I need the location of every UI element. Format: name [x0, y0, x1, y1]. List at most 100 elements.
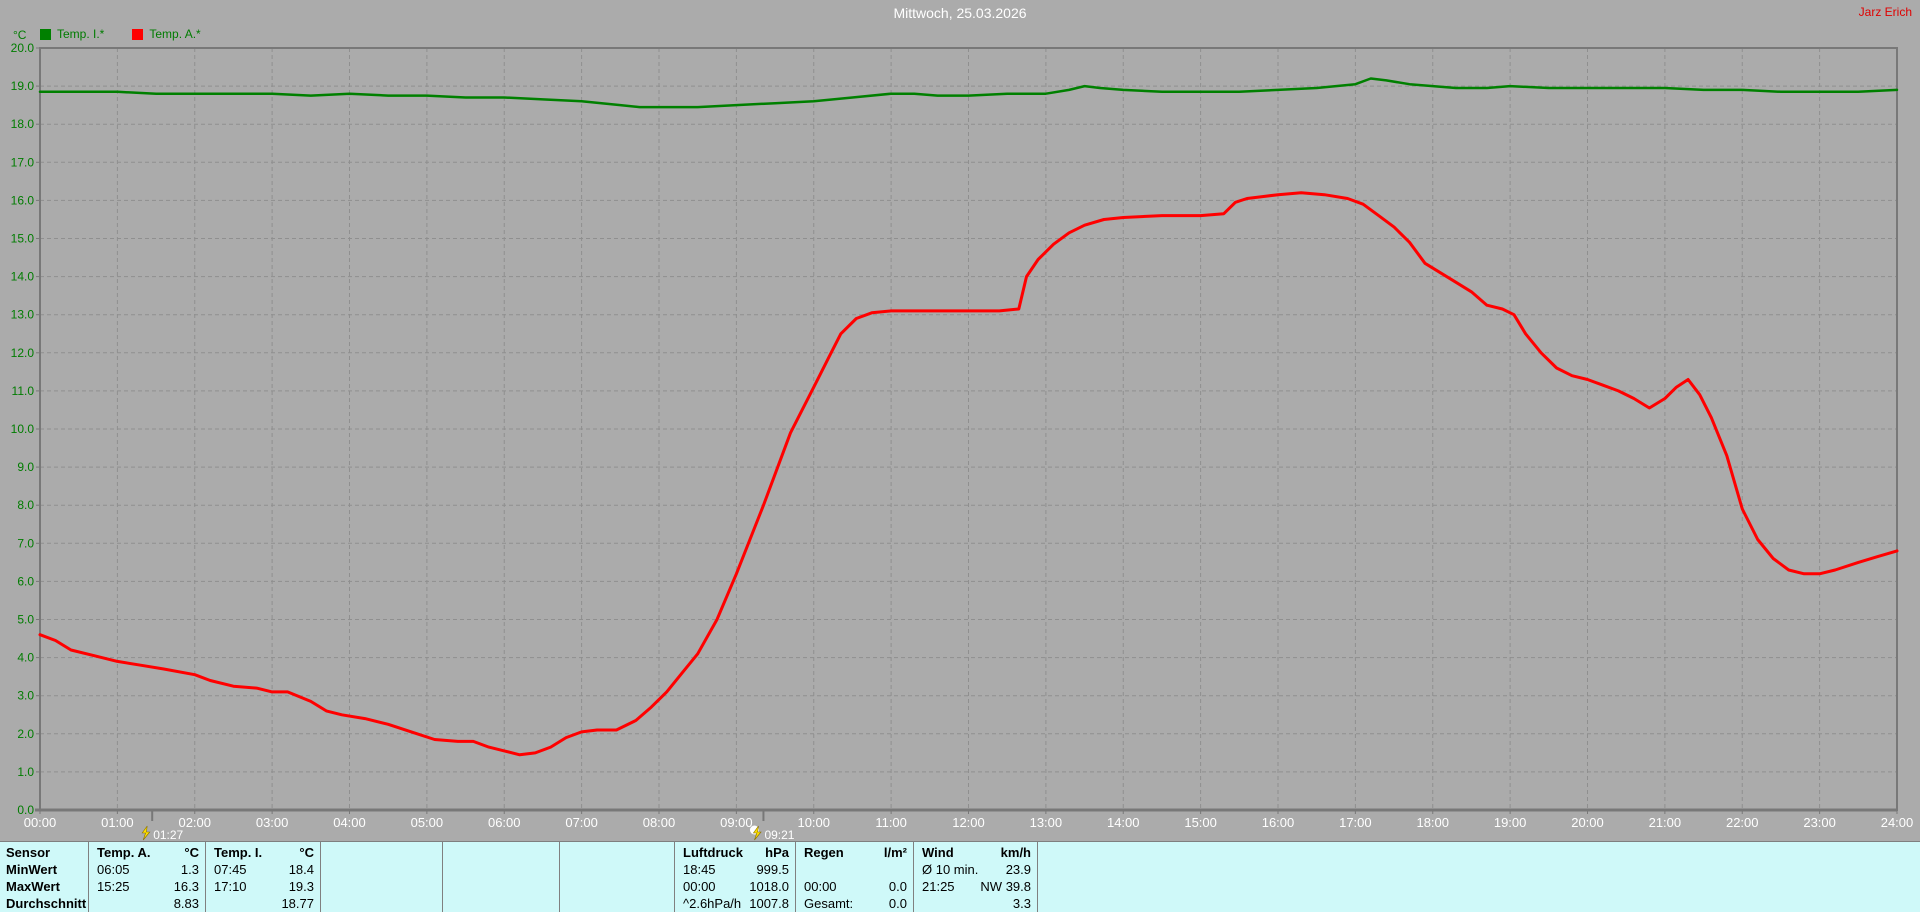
y-tick-label: 1.0 — [17, 765, 34, 779]
table-group-empty — [320, 842, 442, 912]
lightning-icon — [141, 825, 151, 841]
group-unit-cell: hPa — [765, 845, 789, 860]
table-cell-value: 19.3 — [288, 879, 314, 894]
x-axis-labels: 00:00 01:00 02:00 03:00 04:00 05:00 06:00 07:00… — [24, 810, 1913, 830]
table-cell-time: 00:00 — [683, 879, 716, 894]
table-cell-value: NW 39.8 — [980, 879, 1031, 894]
x-tick-label: 02:00 — [178, 815, 211, 830]
table-row — [560, 861, 674, 878]
table-cell-time: Ø 10 min. — [922, 862, 979, 877]
y-axis-unit-label: °C — [13, 28, 27, 42]
group-label-cell — [443, 844, 451, 861]
temp-a-curve — [38, 191, 1899, 757]
table-cell-value: 0.0 — [888, 879, 907, 894]
x-tick-label: 05:00 — [411, 815, 444, 830]
y-tick-label: 13.0 — [11, 308, 35, 322]
table-cell-time — [560, 895, 568, 912]
row-label-cell: MinWert — [6, 862, 58, 877]
y-tick-label: 14.0 — [11, 270, 35, 284]
table-row: 21:25 NW 39.8 — [914, 878, 1037, 895]
y-tick-label: 7.0 — [17, 536, 34, 550]
page-title: Mittwoch, 25.03.2026 — [893, 5, 1027, 21]
group-unit-cell: km/h — [1000, 845, 1031, 860]
group-unit-cell: °C — [299, 845, 314, 860]
table-row — [796, 861, 913, 878]
table-cell-time — [443, 878, 451, 895]
table-cell-value: 1007.8 — [749, 896, 789, 911]
y-tick-label: 6.0 — [17, 574, 34, 588]
x-tick-label: 07:00 — [565, 815, 598, 830]
y-tick-label: 2.0 — [17, 727, 34, 741]
table-cell-time — [560, 861, 568, 878]
table-group-luftdruck: Luftdruck hPa 18:45 999.5 00:00 1018.0 ^2.6hPa… — [674, 842, 795, 912]
table-row — [443, 895, 559, 912]
x-tick-label: 08:00 — [643, 815, 676, 830]
table-header-row: Temp. I. °C — [206, 844, 320, 861]
x-tick-label: 16:00 — [1262, 815, 1295, 830]
table-row: Durchschnitt — [0, 895, 88, 912]
table-row: 00:00 1018.0 — [675, 878, 795, 895]
table-row: ^2.6hPa/h 1007.8 — [675, 895, 795, 912]
table-header-row: Regen l/m² — [796, 844, 913, 861]
table-row — [560, 878, 674, 895]
group-label-cell — [560, 844, 568, 861]
y-tick-label: 0.0 — [17, 803, 34, 817]
lightning-icon — [752, 825, 762, 841]
row-label-cell: Sensor — [6, 845, 51, 860]
y-tick-label: 17.0 — [11, 155, 35, 169]
table-cell-time — [443, 895, 451, 912]
y-tick-label: 9.0 — [17, 460, 34, 474]
y-tick-label: 3.0 — [17, 689, 34, 703]
x-tick-label: 09:00 — [720, 815, 753, 830]
table-row — [321, 878, 442, 895]
group-label-cell: Regen — [804, 845, 844, 860]
x-tick-label: 12:00 — [952, 815, 985, 830]
group-label-cell: Temp. I. — [214, 845, 263, 860]
table-cell-value: 18.77 — [281, 896, 314, 911]
x-tick-label: 01:00 — [101, 815, 134, 830]
temperature-curves — [38, 77, 1899, 757]
table-row: 18:45 999.5 — [675, 861, 795, 878]
table-row — [321, 861, 442, 878]
x-tick-label: 15:00 — [1184, 815, 1217, 830]
temp-i-curve — [38, 77, 1899, 109]
x-tick-label: 10:00 — [797, 815, 830, 830]
x-tick-label: 20:00 — [1571, 815, 1604, 830]
event-markers: 01:27 09:21 — [141, 810, 795, 842]
table-row: 18.77 — [206, 895, 320, 912]
table-row: 17:10 19.3 — [206, 878, 320, 895]
table-row — [321, 895, 442, 912]
table-row: Ø 10 min. 23.9 — [914, 861, 1037, 878]
sensor-label-column: Sensor MinWert MaxWert Durchschnitt — [0, 842, 88, 912]
table-row: 15:25 16.3 — [89, 878, 205, 895]
table-row: 8.83 — [89, 895, 205, 912]
y-tick-label: 20.0 — [11, 41, 35, 55]
y-axis-labels: 0.0 1.0 2.0 3.0 4.0 5.0 6.0 7.0 8.0 9.0 10.0 11.0 12… — [11, 41, 40, 817]
y-tick-label: 15.0 — [11, 232, 35, 246]
table-header-row: Wind km/h — [914, 844, 1037, 861]
table-group-temp-i-: Temp. I. °C 07:45 18.4 17:10 19.3 18.77 — [205, 842, 320, 912]
group-unit-cell: °C — [184, 845, 199, 860]
table-cell-time — [89, 895, 97, 912]
group-label-cell: Temp. A. — [97, 845, 151, 860]
x-tick-label: 21:00 — [1649, 815, 1682, 830]
table-header-row: Luftdruck hPa — [675, 844, 795, 861]
table-cell-value: 16.3 — [173, 879, 199, 894]
x-tick-label: 13:00 — [1030, 815, 1063, 830]
table-cell-value: 0.0 — [888, 896, 907, 911]
table-cell-time: 00:00 — [804, 879, 837, 894]
table-cell-time: 18:45 — [683, 862, 716, 877]
table-cell-value: 1.3 — [180, 862, 199, 877]
temp-a-swatch-icon — [132, 28, 144, 40]
y-tick-label: 19.0 — [11, 79, 35, 93]
table-group-temp-a-: Temp. A. °C 06:05 1.3 15:25 16.3 8.83 — [88, 842, 205, 912]
table-header-row — [560, 844, 674, 861]
group-label-cell: Wind — [922, 845, 954, 860]
y-tick-label: 12.0 — [11, 346, 35, 360]
table-header-row: Temp. A. °C — [89, 844, 205, 861]
table-row: 06:05 1.3 — [89, 861, 205, 878]
y-tick-label: 11.0 — [12, 384, 35, 398]
table-row — [443, 861, 559, 878]
